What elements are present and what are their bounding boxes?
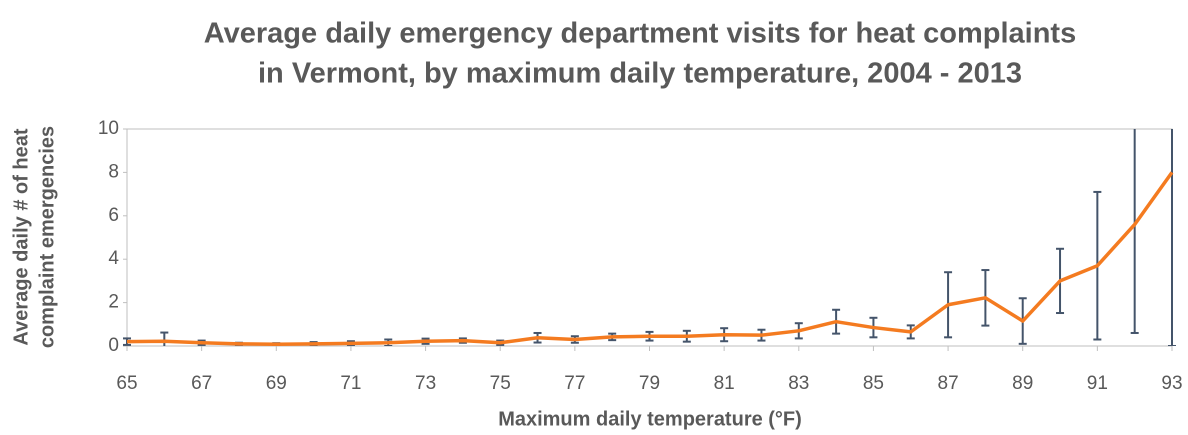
x-tick-label: 85 [863,373,884,394]
y-tick-label: 6 [108,205,119,226]
y-tick-label: 10 [98,118,119,139]
plot-area [123,129,1176,346]
plot-frame [126,128,1173,347]
x-tick-label: 65 [116,373,137,394]
y-tick-label: 8 [108,161,119,182]
y-tick-label: 2 [108,292,119,313]
x-tick-label: 69 [266,373,287,394]
x-tick-label: 87 [938,373,959,394]
x-tick-label: 77 [564,373,585,394]
x-tick-label: 73 [415,373,436,394]
x-tick-label: 83 [788,373,809,394]
y-tick-label: 4 [108,248,119,269]
x-tick-label: 91 [1087,373,1108,394]
x-tick-label: 67 [191,373,212,394]
chart-title: in Vermont, by maximum daily temperature… [258,58,1022,90]
y-axis-title: complaint emergencies [36,126,58,348]
x-tick-label: 93 [1161,373,1182,394]
x-tick-label: 81 [714,373,735,394]
x-tick-label: 71 [340,373,361,394]
chart-title: Average daily emergency department visit… [204,18,1076,50]
y-axis-title: Average daily # of heat [10,128,32,345]
y-tick-label: 0 [108,335,119,356]
x-axis-title: Maximum daily temperature (°F) [498,408,802,430]
x-tick-label: 79 [639,373,660,394]
x-tick-label: 89 [1012,373,1033,394]
line [126,171,1174,346]
x-tick-label: 75 [490,373,511,394]
